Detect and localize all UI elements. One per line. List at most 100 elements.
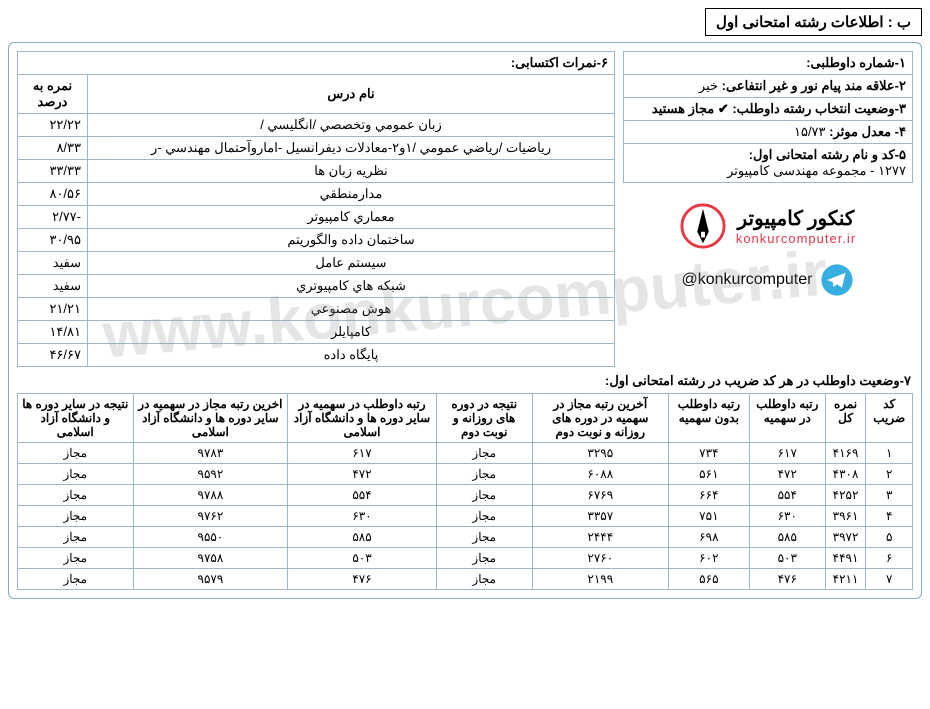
- rank-cell-c9: مجاز: [18, 569, 134, 590]
- info-label-3: ۳-وضعیت انتخاب رشته داوطلب:: [732, 101, 906, 116]
- rank-h9: نتیجه در سایر دوره ها و دانشگاه آزاد اسل…: [18, 394, 134, 443]
- rank-cell-c4: ۷۵۱: [668, 506, 749, 527]
- grade-name: پايگاه داده: [88, 344, 615, 367]
- grade-pct: سفید: [18, 252, 88, 275]
- grades-row: رياضيات /رياضي عمومي /۱و۲-معادلات ديفران…: [18, 137, 615, 160]
- grade-pct: ۲۱/۲۱: [18, 298, 88, 321]
- rank-cell-c1: ۶: [866, 548, 913, 569]
- telegram-handle: @konkurcomputer: [682, 271, 813, 289]
- rank-row: ۱۴۱۶۹۶۱۷۷۳۴۳۲۹۵مجاز۶۱۷۹۷۸۳مجاز: [18, 443, 913, 464]
- grade-pct: ۳۳/۳۳: [18, 160, 88, 183]
- grade-name: معماري كامپيوتر: [88, 206, 615, 229]
- info-label-1: ۱-شماره داوطلبی:: [806, 55, 906, 70]
- info-value-3: ✔ مجاز هستید: [652, 101, 729, 116]
- grades-row: پايگاه داده۴۶/۶۷: [18, 344, 615, 367]
- rank-cell-c8: ۹۵۷۹: [133, 569, 288, 590]
- rank-row: ۴۳۹۶۱۶۳۰۷۵۱۳۳۵۷مجاز۶۳۰۹۷۶۲مجاز: [18, 506, 913, 527]
- rank-cell-c8: ۹۷۵۸: [133, 548, 288, 569]
- rank-cell-c6: مجاز: [436, 464, 532, 485]
- rank-cell-c9: مجاز: [18, 527, 134, 548]
- rank-cell-c8: ۹۵۵۰: [133, 527, 288, 548]
- info-value-2: خیر: [699, 78, 718, 93]
- rank-cell-c1: ۴: [866, 506, 913, 527]
- rank-cell-c8: ۹۵۹۲: [133, 464, 288, 485]
- candidate-info-table: ۱-شماره داوطلبی: ۲-علاقه مند پیام نور و …: [623, 51, 913, 183]
- grades-row: كامپايلر۱۴/۸۱: [18, 321, 615, 344]
- rank-cell-c3: ۴۷۶: [749, 569, 825, 590]
- rank-cell-c9: مجاز: [18, 464, 134, 485]
- rank-table: کد ضریب نمره کل رتبه داوطلب در سهمیه رتب…: [17, 393, 913, 590]
- grade-name: سيستم عامل: [88, 252, 615, 275]
- rank-cell-c1: ۱: [866, 443, 913, 464]
- rank-cell-c7: ۵۵۴: [288, 485, 437, 506]
- rank-h5: آخرین رتبه مجاز در سهمیه در دوره های روز…: [532, 394, 668, 443]
- rank-cell-c5: ۲۱۹۹: [532, 569, 668, 590]
- grade-name: كامپايلر: [88, 321, 615, 344]
- rank-cell-c6: مجاز: [436, 548, 532, 569]
- rank-row: ۷۴۲۱۱۴۷۶۵۶۵۲۱۹۹مجاز۴۷۶۹۵۷۹مجاز: [18, 569, 913, 590]
- telegram-icon: [820, 263, 854, 297]
- grade-pct: ۸۰/۵۶: [18, 183, 88, 206]
- rank-cell-c9: مجاز: [18, 506, 134, 527]
- rank-h1: کد ضریب: [866, 394, 913, 443]
- rank-cell-c2: ۴۲۱۱: [825, 569, 866, 590]
- rank-cell-c4: ۶۰۲: [668, 548, 749, 569]
- grade-name: نظريه زبان ها: [88, 160, 615, 183]
- rank-cell-c8: ۹۷۶۲: [133, 506, 288, 527]
- grade-name: رياضيات /رياضي عمومي /۱و۲-معادلات ديفران…: [88, 137, 615, 160]
- grades-row: ساختمان داده والگوريتم۳۰/۹۵: [18, 229, 615, 252]
- rank-title: ۷-وضعیت داوطلب در هر کد ضریب در رشته امت…: [19, 373, 911, 389]
- grades-row: معماري كامپيوتر-۲/۷۷: [18, 206, 615, 229]
- rank-cell-c3: ۵۰۳: [749, 548, 825, 569]
- rank-cell-c2: ۳۹۷۲: [825, 527, 866, 548]
- rank-cell-c2: ۴۲۵۲: [825, 485, 866, 506]
- rank-cell-c6: مجاز: [436, 506, 532, 527]
- grades-header-name: نام درس: [88, 75, 615, 114]
- rank-row: ۳۴۲۵۲۵۵۴۶۶۴۶۷۶۹مجاز۵۵۴۹۷۸۸مجاز: [18, 485, 913, 506]
- rank-h7: رتبه داوطلب در سهمیه در سایر دوره ها و د…: [288, 394, 437, 443]
- rank-cell-c7: ۵۸۵: [288, 527, 437, 548]
- rank-cell-c7: ۴۷۲: [288, 464, 437, 485]
- grade-name: هوش مصنوعي: [88, 298, 615, 321]
- rank-cell-c7: ۶۱۷: [288, 443, 437, 464]
- grades-row: زبان عمومي وتخصصي /انگليسي /۲۲/۲۲: [18, 114, 615, 137]
- info-value-5: ۱۲۷۷ - مجموعه مهندسی کامپیوتر: [727, 163, 906, 178]
- grades-caption: ۶-نمرات اکتسابی:: [17, 51, 615, 74]
- grade-pct: ۱۴/۸۱: [18, 321, 88, 344]
- rank-cell-c5: ۲۴۴۴: [532, 527, 668, 548]
- rank-cell-c5: ۳۲۹۵: [532, 443, 668, 464]
- rank-cell-c1: ۵: [866, 527, 913, 548]
- rank-cell-c6: مجاز: [436, 527, 532, 548]
- grades-row: مدارمنطقي۸۰/۵۶: [18, 183, 615, 206]
- rank-cell-c9: مجاز: [18, 443, 134, 464]
- rank-cell-c3: ۵۸۵: [749, 527, 825, 548]
- rank-cell-c7: ۶۳۰: [288, 506, 437, 527]
- rank-cell-c4: ۶۶۴: [668, 485, 749, 506]
- grades-row: هوش مصنوعي۲۱/۲۱: [18, 298, 615, 321]
- brand-title: کنکور کامپیوتر: [736, 206, 856, 231]
- rank-cell-c6: مجاز: [436, 443, 532, 464]
- rank-cell-c6: مجاز: [436, 485, 532, 506]
- rank-cell-c5: ۶۰۸۸: [532, 464, 668, 485]
- info-label-4: ۴- معدل موثر:: [829, 124, 906, 139]
- rank-h3: رتبه داوطلب در سهمیه: [749, 394, 825, 443]
- grade-pct: ۴۶/۶۷: [18, 344, 88, 367]
- rank-cell-c5: ۳۳۵۷: [532, 506, 668, 527]
- rank-row: ۵۳۹۷۲۵۸۵۶۹۸۲۴۴۴مجاز۵۸۵۹۵۵۰مجاز: [18, 527, 913, 548]
- rank-cell-c7: ۴۷۶: [288, 569, 437, 590]
- grades-row: شبكه هاي كامپيوتريسفید: [18, 275, 615, 298]
- rank-cell-c2: ۴۳۰۸: [825, 464, 866, 485]
- rank-cell-c4: ۵۶۵: [668, 569, 749, 590]
- section-title: ب : اطلاعات رشته امتحانی اول: [705, 8, 922, 36]
- rank-row: ۶۴۴۹۱۵۰۳۶۰۲۲۷۶۰مجاز۵۰۳۹۷۵۸مجاز: [18, 548, 913, 569]
- grade-name: مدارمنطقي: [88, 183, 615, 206]
- rank-cell-c1: ۷: [866, 569, 913, 590]
- brand-subtitle: konkurcomputer.ir: [736, 231, 856, 246]
- rank-cell-c7: ۵۰۳: [288, 548, 437, 569]
- info-label-5: ۵-کد و نام رشته امتحانی اول:: [749, 147, 906, 162]
- rank-row: ۲۴۳۰۸۴۷۲۵۶۱۶۰۸۸مجاز۴۷۲۹۵۹۲مجاز: [18, 464, 913, 485]
- grade-pct: ۸/۳۳: [18, 137, 88, 160]
- rank-cell-c2: ۴۱۶۹: [825, 443, 866, 464]
- rank-h8: اخرین رتبه مجاز در سهمیه در سایر دوره ها…: [133, 394, 288, 443]
- rank-cell-c6: مجاز: [436, 569, 532, 590]
